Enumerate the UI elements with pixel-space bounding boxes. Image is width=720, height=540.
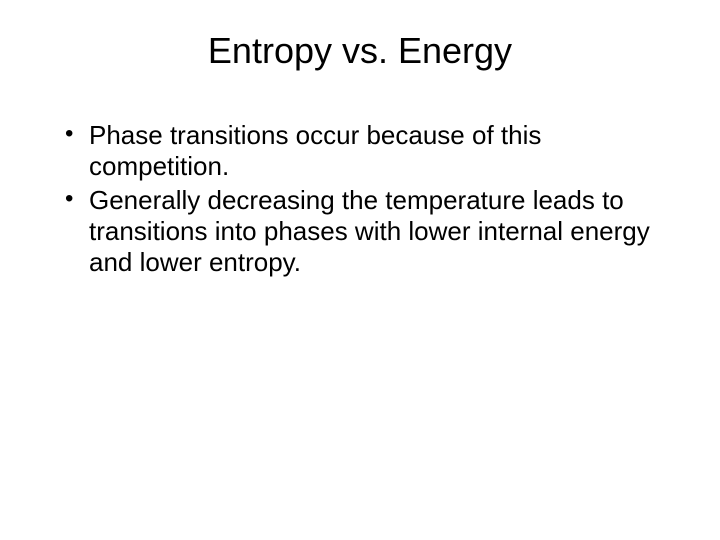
bullet-item: Generally decreasing the temperature lea…: [65, 185, 670, 277]
bullet-item: Phase transitions occur because of this …: [65, 120, 670, 181]
slide-container: Entropy vs. Energy Phase transitions occ…: [0, 0, 720, 540]
bullet-list: Phase transitions occur because of this …: [50, 120, 670, 277]
slide-title: Entropy vs. Energy: [50, 30, 670, 72]
